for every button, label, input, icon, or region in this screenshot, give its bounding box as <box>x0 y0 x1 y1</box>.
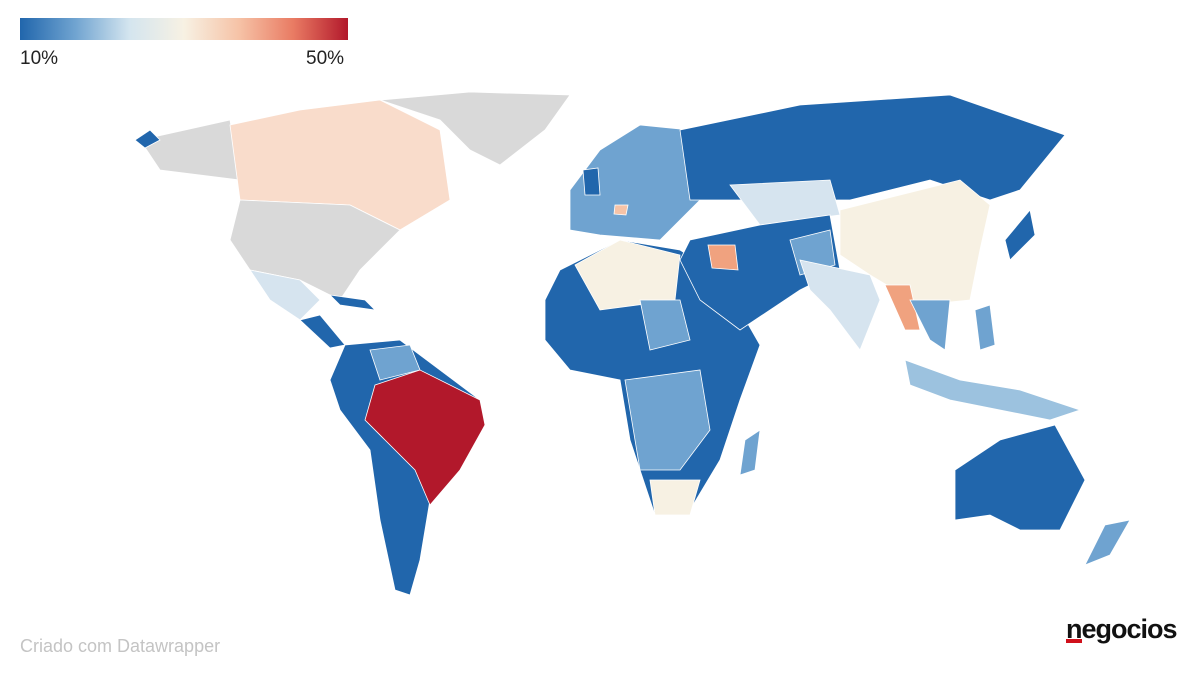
legend-min: 10% <box>20 48 59 69</box>
country <box>884 284 921 331</box>
country <box>328 294 377 311</box>
country <box>613 204 629 216</box>
country <box>839 179 991 306</box>
country <box>974 304 996 351</box>
country <box>639 299 691 351</box>
country <box>739 429 761 476</box>
country <box>1004 209 1036 261</box>
country <box>679 94 1066 201</box>
country <box>707 244 739 271</box>
country <box>624 369 711 471</box>
logo: negocios <box>1066 614 1178 644</box>
legend-max: 50% <box>306 48 345 69</box>
country <box>134 129 161 149</box>
legend-gradient <box>20 18 348 40</box>
country <box>139 119 241 181</box>
country <box>582 167 601 196</box>
logo-accent <box>1066 639 1082 643</box>
footer-credit: Criado com Datawrapper <box>20 636 221 656</box>
country <box>249 269 321 321</box>
country <box>364 369 486 506</box>
country <box>649 479 701 516</box>
country <box>299 314 346 349</box>
country <box>954 424 1086 531</box>
country <box>909 299 951 351</box>
country <box>574 239 681 311</box>
country <box>904 359 1082 421</box>
country <box>1084 519 1131 566</box>
country <box>799 259 881 351</box>
country <box>379 91 571 166</box>
